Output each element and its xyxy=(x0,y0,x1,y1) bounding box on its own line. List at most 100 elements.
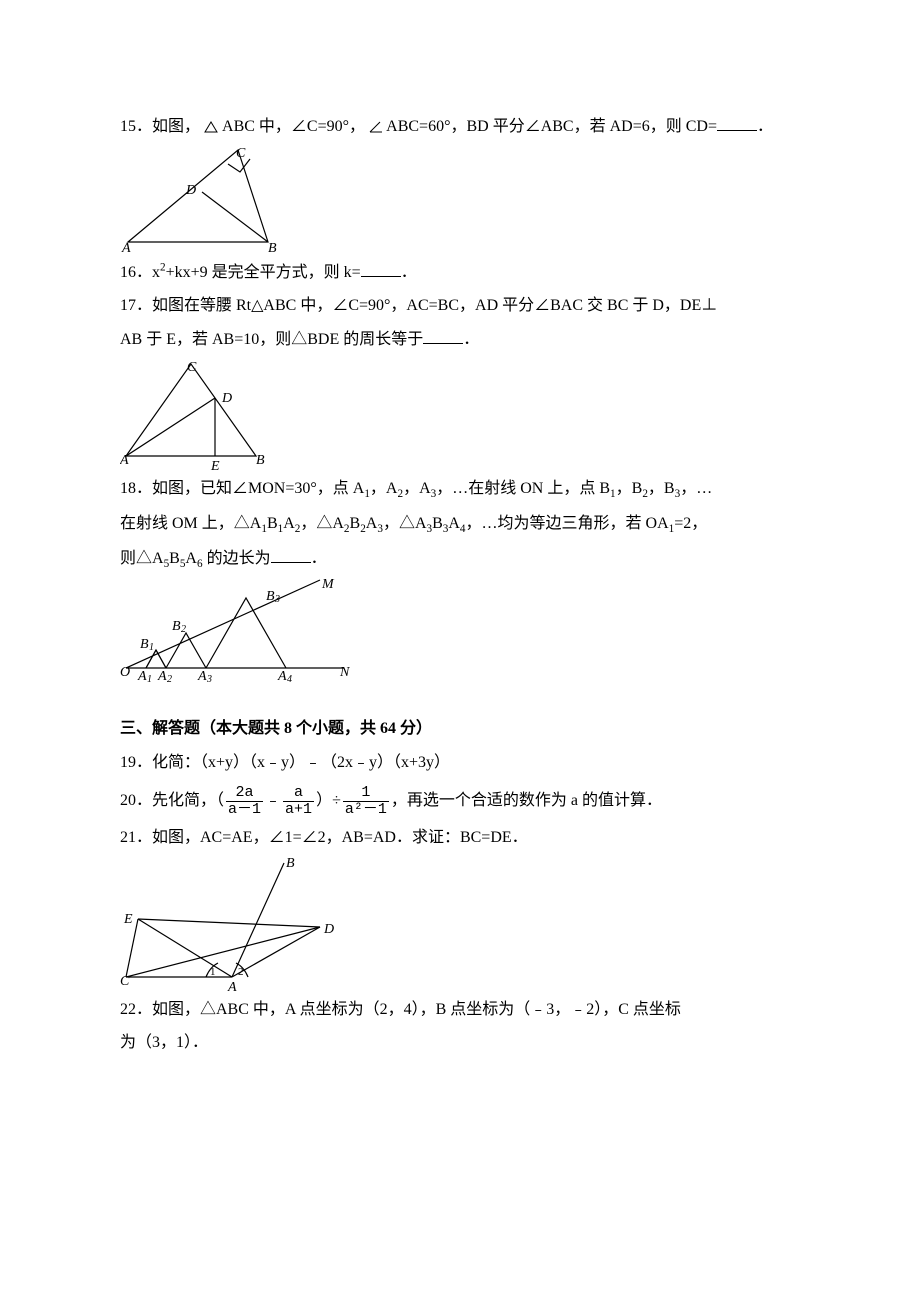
q16-b: +kx+9 是完全平方式，则 k= xyxy=(166,264,361,281)
triangle-icon xyxy=(204,121,218,133)
svg-text:A: A xyxy=(227,980,237,993)
q15-part-b: ABC 中，∠C=90°， xyxy=(222,118,365,135)
svg-text:C: C xyxy=(236,145,246,160)
q17-line2: AB 于 E，若 AB=10，则△BDE 的周长等于 ． xyxy=(120,323,795,357)
q18-t2b: B xyxy=(267,515,278,532)
frac2-num: a xyxy=(283,785,314,802)
q20-mid: ）÷ xyxy=(316,792,341,809)
svg-text:2: 2 xyxy=(167,674,172,684)
q18-t1d: ，…在射线 ON 上，点 B xyxy=(436,480,610,497)
q17-figure: A B C D E xyxy=(120,356,795,472)
q18-t2e: B xyxy=(350,515,361,532)
q17-blank xyxy=(423,328,463,343)
frac2-den: a+1 xyxy=(283,802,314,818)
q21-figure: C A E D B 1 2 xyxy=(120,855,795,993)
q18-figure: O N M A1 A2 A3 A4 B1 B2 B3 xyxy=(120,576,795,684)
q20-post: ，再选一个合适的数作为 a 的值计算． xyxy=(391,792,662,809)
svg-text:D: D xyxy=(323,922,334,937)
q18-t2h: B xyxy=(432,515,443,532)
svg-text:A: A xyxy=(121,241,131,256)
q18-t3d: 的边长为 xyxy=(203,550,271,567)
q18-t2f: A xyxy=(366,515,378,532)
q18-t1e: ，B xyxy=(616,480,643,497)
svg-text:O: O xyxy=(120,665,130,680)
q22-line1: 22．如图，△ABC 中，A 点坐标为（2，4），B 点坐标为（﹣3，﹣2），C… xyxy=(120,993,795,1027)
q16-a: 16．x xyxy=(120,264,160,281)
q18-t2d: ，△A xyxy=(300,515,344,532)
q18-t2c: A xyxy=(283,515,295,532)
q15-part-c: ABC=60°，BD 平分∠ABC，若 AD=6，则 CD= xyxy=(386,118,717,135)
svg-text:C: C xyxy=(120,974,130,989)
svg-text:3: 3 xyxy=(206,674,212,684)
q20-pre: 20．先化简，（ xyxy=(120,792,224,809)
svg-text:C: C xyxy=(187,360,197,375)
q15-text: 15．如图， ABC 中，∠C=90°， ABC=60°，BD 平分∠ABC，若… xyxy=(120,110,795,144)
q15-part-d: ． xyxy=(757,118,773,135)
svg-text:D: D xyxy=(221,391,232,406)
q16-text: 16．x2+kx+9 是完全平方式，则 k=． xyxy=(120,256,795,290)
q18-line2: 在射线 OM 上，△A1B1A2，△A2B2A3，△A3B3A4，…均为等边三角… xyxy=(120,507,795,542)
svg-text:B: B xyxy=(172,619,181,634)
svg-text:1: 1 xyxy=(149,642,154,653)
q18-t3c: A xyxy=(185,550,197,567)
q17-line2-a: AB 于 E，若 AB=10，则△BDE 的周长等于 xyxy=(120,331,423,348)
svg-text:A: A xyxy=(197,669,207,684)
page: 15．如图， ABC 中，∠C=90°， ABC=60°，BD 平分∠ABC，若… xyxy=(0,0,920,1302)
svg-text:2: 2 xyxy=(238,966,244,978)
q18-t2j: ，…均为等边三角形，若 OA xyxy=(466,515,669,532)
q21-text: 21．如图，AC=AE，∠1=∠2，AB=AD．求证：BC=DE． xyxy=(120,821,795,855)
svg-text:E: E xyxy=(210,459,220,472)
q18-t2a: 在射线 OM 上，△A xyxy=(120,515,261,532)
q18-t2k: =2， xyxy=(674,515,707,532)
q18-t1b: ，A xyxy=(370,480,398,497)
svg-text:D: D xyxy=(185,183,196,198)
frac1-den: a－1 xyxy=(226,802,263,818)
svg-text:E: E xyxy=(123,912,133,927)
q18-t3b: B xyxy=(169,550,180,567)
svg-text:B: B xyxy=(256,453,265,468)
svg-text:A: A xyxy=(120,453,129,468)
svg-text:M: M xyxy=(321,577,335,592)
svg-text:A: A xyxy=(157,669,167,684)
frac3-den: a²－1 xyxy=(343,802,389,818)
svg-text:2: 2 xyxy=(181,624,186,635)
q16-blank xyxy=(361,261,401,276)
q18-t3a: 则△A xyxy=(120,550,164,567)
q22-line2: 为（3，1）． xyxy=(120,1026,795,1060)
q15-part-a: 15．如图， xyxy=(120,118,200,135)
svg-text:4: 4 xyxy=(287,674,292,684)
frac1-num: 2a xyxy=(226,785,263,802)
svg-text:1: 1 xyxy=(147,674,152,684)
frac1: 2aa－1 xyxy=(226,785,263,818)
section3-title: 三、解答题（本大题共 8 个小题，共 64 分） xyxy=(120,712,795,746)
angle-icon xyxy=(369,121,383,133)
q15-blank xyxy=(717,116,757,131)
frac3: 1a²－1 xyxy=(343,785,389,818)
q18-line3: 则△A5B5A6 的边长为． xyxy=(120,542,795,577)
q20-minus: ﹣ xyxy=(265,792,281,809)
q17-line2-b: ． xyxy=(463,331,479,348)
q18-t2i: A xyxy=(448,515,460,532)
q19-text: 19．化简：（x+y）（x﹣y）﹣（2x﹣y）（x+3y） xyxy=(120,746,795,780)
svg-text:A: A xyxy=(277,669,287,684)
q18-t3e: ． xyxy=(311,550,327,567)
svg-text:A: A xyxy=(137,669,147,684)
q18-t2g: ，△A xyxy=(383,515,427,532)
svg-text:B: B xyxy=(266,589,275,604)
q18-line1: 18．如图，已知∠MON=30°，点 A1，A2，A3，…在射线 ON 上，点 … xyxy=(120,472,795,507)
frac3-num: 1 xyxy=(343,785,389,802)
q20-text: 20．先化简，（2aa－1﹣aa+1）÷1a²－1，再选一个合适的数作为 a 的… xyxy=(120,780,795,822)
svg-text:B: B xyxy=(286,856,295,871)
q18-blank xyxy=(271,547,311,562)
frac2: aa+1 xyxy=(283,785,314,818)
svg-text:1: 1 xyxy=(210,966,216,978)
q16-c: ． xyxy=(401,264,417,281)
q18-t1a: 18．如图，已知∠MON=30°，点 A xyxy=(120,480,364,497)
spacer xyxy=(120,684,795,712)
q18-t1c: ，A xyxy=(403,480,431,497)
q17-line1: 17．如图在等腰 Rt△ABC 中，∠C=90°，AC=BC，AD 平分∠BAC… xyxy=(120,289,795,323)
q18-t1f: ，B xyxy=(648,480,675,497)
q15-figure: A B C D xyxy=(120,144,795,256)
svg-text:B: B xyxy=(140,637,149,652)
svg-text:B: B xyxy=(268,241,277,256)
